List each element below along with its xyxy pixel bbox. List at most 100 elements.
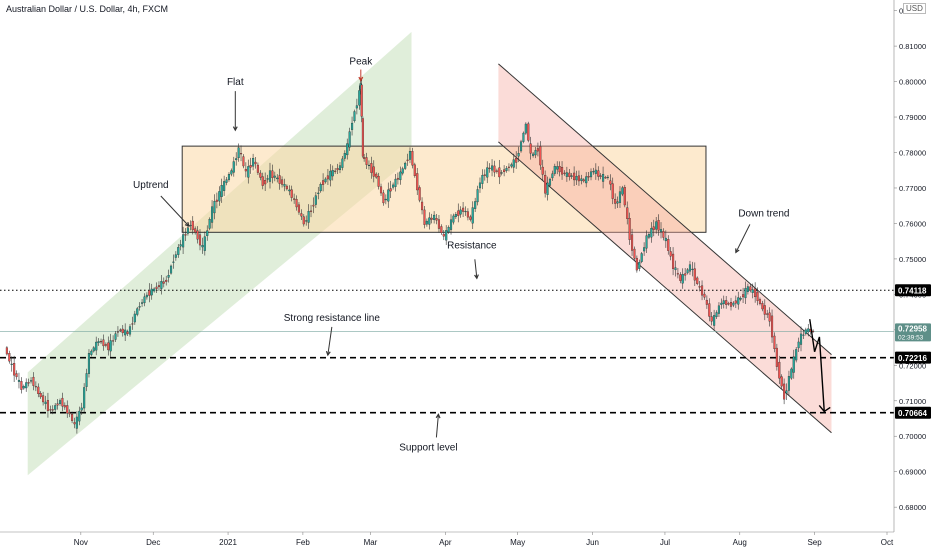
- current-price-badge[interactable]: [895, 323, 931, 342]
- candle-body: [742, 294, 745, 298]
- candle-body: [597, 170, 600, 177]
- candle-body: [266, 178, 269, 180]
- candle-body: [672, 253, 675, 269]
- candle-body: [346, 143, 349, 156]
- candle-body: [160, 281, 163, 289]
- candle-body: [551, 173, 554, 179]
- y-tick-label: 0.72000: [899, 361, 926, 370]
- candle-body: [754, 288, 757, 298]
- candle-body: [382, 192, 385, 204]
- range-box: [181, 145, 707, 233]
- y-tick-label: 0.71000: [899, 397, 926, 406]
- candle-body: [114, 333, 117, 340]
- candle-body: [8, 353, 11, 362]
- candle-body: [676, 273, 679, 275]
- candle-body: [102, 339, 105, 347]
- candle-body: [162, 281, 165, 284]
- annotation-label: Peak: [349, 57, 373, 68]
- price-axis-bg: [894, 0, 932, 550]
- candle-body: [51, 409, 54, 411]
- candle-body: [780, 376, 783, 387]
- candle-body: [358, 90, 361, 106]
- candle-body: [254, 161, 257, 165]
- candle-body: [471, 207, 474, 224]
- candle-body: [99, 341, 103, 343]
- candle-body: [602, 174, 605, 182]
- candle-body: [423, 209, 426, 225]
- candle-body: [522, 132, 525, 142]
- candle-body: [235, 158, 238, 161]
- candle-body: [285, 185, 288, 190]
- strong-resistance-line-arrow: [327, 326, 333, 356]
- level-price-badge[interactable]: [895, 284, 931, 297]
- candle-body: [153, 288, 156, 292]
- candle-body: [319, 184, 322, 192]
- candle-body: [145, 294, 148, 298]
- candle-body: [787, 376, 790, 391]
- candle-body: [157, 285, 161, 288]
- candle-body: [674, 267, 677, 271]
- candle-body: [536, 148, 539, 152]
- candle-body: [225, 179, 228, 183]
- candle-body: [80, 407, 83, 411]
- candle-body: [341, 158, 344, 168]
- candle-body: [645, 235, 648, 249]
- strong-resistance-line-arrowhead: [325, 351, 331, 357]
- candle-body: [42, 395, 45, 403]
- uptrend-channel: [27, 31, 412, 476]
- candle-body: [271, 170, 274, 179]
- candle-body: [577, 175, 580, 182]
- candle-body: [573, 172, 576, 181]
- candle-body: [761, 303, 764, 310]
- candle-body: [25, 382, 28, 389]
- candle-body: [300, 213, 303, 217]
- candle-body: [445, 230, 448, 241]
- candle-body: [575, 176, 578, 181]
- candle-body: [56, 403, 59, 406]
- candle-body: [268, 170, 272, 182]
- countdown-label: 02:39:53: [898, 334, 924, 341]
- candle-body: [278, 175, 281, 184]
- candle-body: [773, 335, 776, 350]
- candle-body: [696, 277, 699, 284]
- candle-body: [722, 300, 725, 304]
- candle-body: [768, 312, 771, 322]
- y-tick-label: 0.78000: [899, 149, 926, 158]
- candle-body: [104, 344, 107, 346]
- y-tick-label: 0.70000: [899, 432, 926, 441]
- candle-body: [32, 376, 35, 386]
- y-tick-label: 0.75000: [899, 255, 926, 264]
- candle-body: [614, 199, 617, 204]
- level-price-badge[interactable]: [895, 351, 931, 364]
- candle-body: [546, 182, 549, 195]
- candle-body: [244, 168, 247, 172]
- candle-body: [87, 353, 91, 374]
- level-price-badge[interactable]: [895, 406, 931, 419]
- candle-body: [491, 165, 494, 171]
- candle-body: [389, 188, 392, 192]
- candle-body: [155, 286, 158, 289]
- candle-body: [556, 166, 559, 170]
- candle-body: [795, 349, 798, 361]
- candle-body: [539, 146, 542, 166]
- candle-body: [462, 207, 465, 212]
- candle-body: [749, 286, 752, 291]
- candle-body: [211, 206, 214, 223]
- candle-body: [249, 165, 252, 168]
- candle-body: [592, 171, 595, 173]
- candle-body: [150, 288, 153, 296]
- candle-body: [667, 239, 670, 251]
- candle-body: [355, 105, 358, 109]
- currency-label[interactable]: USD: [903, 3, 926, 14]
- uptrend-arrowhead: [184, 221, 190, 227]
- candle-body: [739, 297, 742, 300]
- candle-body: [198, 234, 202, 246]
- candle-body: [657, 220, 660, 231]
- peak-arrowhead: [358, 76, 364, 82]
- candle-body: [312, 204, 315, 207]
- candle-body: [169, 265, 173, 274]
- candle-body: [61, 397, 64, 407]
- candle-body: [138, 306, 141, 308]
- candle-body: [416, 173, 419, 191]
- candle-body: [15, 373, 18, 378]
